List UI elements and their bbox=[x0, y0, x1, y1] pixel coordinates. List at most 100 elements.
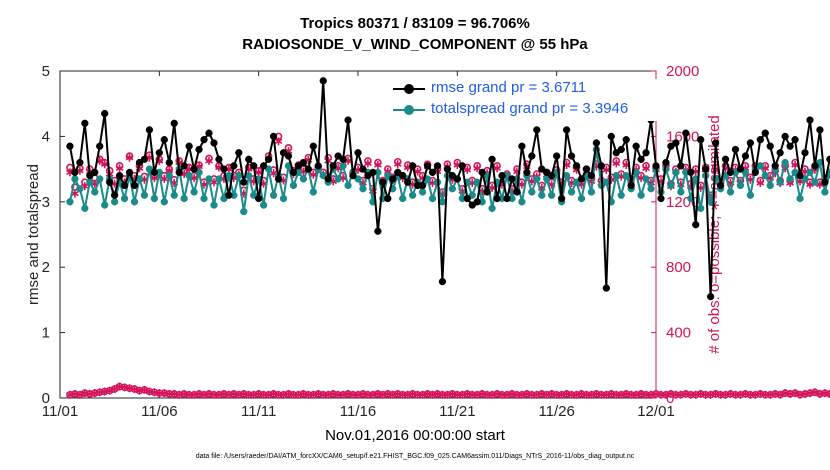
series-marker-totalspread bbox=[612, 171, 620, 180]
series-marker-totalspread bbox=[448, 185, 457, 193]
series-marker-rmse bbox=[428, 168, 437, 177]
obs-assimilated-marker bbox=[100, 160, 109, 169]
series-marker-rmse bbox=[185, 142, 193, 150]
x-tick-label: 11/16 bbox=[340, 403, 376, 420]
series-marker-rmse bbox=[816, 126, 824, 134]
series-marker-rmse bbox=[418, 181, 427, 190]
series-marker-totalspread bbox=[120, 194, 129, 203]
series-marker-totalspread bbox=[205, 175, 213, 183]
series-marker-totalspread bbox=[647, 185, 655, 193]
series-marker-rmse bbox=[781, 132, 789, 141]
series-marker-rmse bbox=[264, 155, 273, 163]
series-marker-rmse bbox=[523, 168, 531, 177]
series-marker-rmse bbox=[130, 181, 139, 190]
series-marker-rmse bbox=[106, 178, 114, 186]
series-marker-rmse bbox=[155, 149, 163, 157]
series-marker-totalspread bbox=[71, 175, 79, 183]
series-marker-totalspread bbox=[533, 175, 541, 183]
series-marker-totalspread bbox=[160, 198, 168, 206]
series-marker-totalspread bbox=[279, 194, 288, 203]
series-marker-totalspread bbox=[677, 188, 685, 196]
series-marker-totalspread bbox=[577, 194, 586, 203]
series-marker-rmse bbox=[220, 165, 228, 173]
series-marker-rmse bbox=[205, 129, 213, 137]
data-file-footnote: data file: /Users/raeder/DAI/ATM_forcXX/… bbox=[195, 453, 635, 460]
series-marker-rmse bbox=[101, 109, 109, 118]
obs-assimilated-marker bbox=[642, 164, 650, 173]
chart-subtitle: RADIOSONDE_V_WIND_COMPONENT @ 55 hPa bbox=[242, 36, 588, 53]
series-marker-totalspread bbox=[235, 171, 243, 180]
series-marker-totalspread bbox=[587, 188, 596, 196]
series-marker-rmse bbox=[408, 162, 417, 170]
series-marker-rmse bbox=[235, 149, 243, 157]
series-marker-rmse bbox=[81, 119, 89, 127]
series-marker-rmse bbox=[562, 126, 571, 134]
series-marker-totalspread bbox=[756, 162, 764, 170]
series-marker-totalspread bbox=[548, 191, 556, 199]
series-marker-rmse bbox=[349, 171, 357, 180]
series-marker-rmse bbox=[692, 221, 700, 229]
series-marker-totalspread bbox=[170, 191, 178, 199]
series-marker-rmse bbox=[627, 181, 635, 190]
series-marker-totalspread bbox=[711, 175, 720, 183]
x-tick-label: 11/06 bbox=[141, 403, 177, 420]
series-marker-totalspread bbox=[726, 188, 735, 196]
series-marker-rmse bbox=[528, 152, 536, 160]
series-marker-rmse bbox=[731, 145, 740, 154]
series-marker-rmse bbox=[140, 155, 149, 163]
x-tick-label: 11/11 bbox=[241, 403, 276, 420]
series-marker-totalspread bbox=[130, 198, 139, 206]
series-marker-rmse bbox=[215, 155, 223, 163]
series-marker-totalspread bbox=[428, 194, 437, 203]
series-marker-rmse bbox=[761, 129, 769, 137]
series-marker-rmse bbox=[682, 129, 690, 137]
y-right-tick-label: 800 bbox=[666, 259, 691, 276]
series-marker-rmse bbox=[200, 136, 208, 144]
series-marker-totalspread bbox=[110, 198, 119, 206]
series-marker-rmse bbox=[801, 149, 809, 157]
series-marker-totalspread bbox=[140, 191, 149, 199]
series-marker-totalspread bbox=[259, 201, 268, 209]
series-marker-rmse bbox=[314, 162, 322, 170]
y-left-tick-label: 0 bbox=[42, 390, 50, 407]
series-marker-rmse bbox=[255, 194, 263, 203]
x-tick-label: 11/21 bbox=[439, 403, 475, 420]
series-marker-totalspread bbox=[761, 171, 769, 180]
series-marker-rmse bbox=[438, 277, 447, 286]
series-marker-rmse bbox=[354, 149, 362, 157]
series-marker-rmse bbox=[513, 188, 521, 196]
series-marker-rmse bbox=[607, 132, 615, 141]
series-marker-rmse bbox=[423, 162, 432, 170]
series-marker-totalspread bbox=[811, 178, 819, 186]
legend-marker-spread bbox=[404, 105, 414, 115]
series-marker-rmse bbox=[642, 149, 650, 157]
legend-label-rmse: rmse grand pr = 3.6711 bbox=[431, 79, 587, 96]
series-marker-rmse bbox=[557, 194, 566, 203]
series-marker-rmse bbox=[240, 178, 248, 186]
series-marker-totalspread bbox=[642, 175, 650, 183]
series-marker-rmse bbox=[533, 126, 541, 134]
obs-assimilated-marker bbox=[309, 170, 318, 179]
y-right-tick-label: 2000 bbox=[666, 63, 699, 80]
series-marker-rmse bbox=[493, 194, 501, 203]
obs-assimilated-marker bbox=[473, 164, 482, 173]
series-marker-totalspread bbox=[806, 168, 814, 177]
series-marker-rmse bbox=[687, 168, 695, 177]
series-marker-rmse bbox=[324, 175, 332, 183]
series-marker-totalspread bbox=[101, 201, 109, 209]
series-marker-totalspread bbox=[736, 181, 745, 190]
series-marker-totalspread bbox=[528, 188, 536, 196]
series-marker-rmse bbox=[736, 165, 745, 173]
series-marker-rmse bbox=[309, 142, 317, 150]
series-marker-totalspread bbox=[66, 198, 74, 206]
series-marker-totalspread bbox=[215, 175, 223, 183]
obs-assimilated-marker bbox=[493, 164, 501, 173]
obs-assimilated-marker bbox=[602, 165, 611, 174]
obs-assimilated-marker bbox=[612, 159, 621, 168]
series-marker-rmse bbox=[756, 136, 764, 144]
series-marker-totalspread bbox=[309, 188, 317, 196]
series-marker-rmse bbox=[726, 168, 735, 177]
series-marker-rmse bbox=[652, 162, 660, 170]
series-marker-totalspread bbox=[200, 194, 208, 203]
x-axis-label: Nov.01,2016 00:00:00 start bbox=[325, 427, 505, 444]
